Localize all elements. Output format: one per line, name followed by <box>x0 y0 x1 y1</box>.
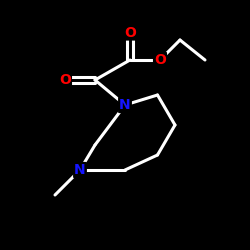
Text: O: O <box>124 26 136 40</box>
Text: N: N <box>119 98 131 112</box>
Text: N: N <box>74 163 86 177</box>
Text: O: O <box>154 53 166 67</box>
Text: O: O <box>59 73 71 87</box>
